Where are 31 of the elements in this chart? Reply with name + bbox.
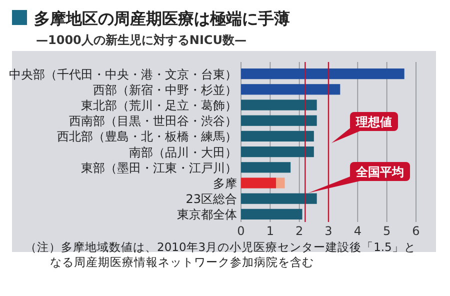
text: （注）多摩地域数値は、2010年3月の小児医療センター建設後「1.5」となる周産期医療情報ネットワーク参加病院を含む bbox=[25, 240, 416, 269]
y-tick-label: 23区総合 bbox=[186, 192, 237, 206]
chart-title: 多摩地区の周産期医療は極端に手薄 bbox=[34, 9, 290, 28]
y-tick-label: 多摩 bbox=[213, 176, 237, 190]
bar bbox=[241, 162, 291, 173]
bar bbox=[241, 208, 302, 220]
bar bbox=[241, 68, 404, 80]
y-tick-label: 中央部（千代田・中央・港・文京・台東） bbox=[9, 67, 237, 82]
x-tick-label: 4 bbox=[354, 224, 362, 238]
ref-line-label: 理想値 bbox=[355, 115, 392, 129]
bar bbox=[241, 100, 317, 110]
y-tick-label: 西部（新宿・中野・杉並） bbox=[93, 82, 237, 97]
x-tick-label: 3 bbox=[324, 224, 332, 238]
y-tick-label: 東京都全体 bbox=[177, 208, 237, 222]
ref-line-label: 全国平均 bbox=[355, 165, 404, 179]
y-tick-label: 西南部（目黒・世田谷・渋谷） bbox=[69, 114, 237, 128]
bar bbox=[241, 146, 314, 158]
text: —1000人の新生児に対するNICU数— bbox=[36, 33, 246, 47]
y-tick-label: 東部（墨田・江東・江戸川） bbox=[81, 160, 237, 175]
x-tick-label: 0 bbox=[237, 224, 245, 238]
x-tick-label: 5 bbox=[383, 224, 391, 238]
y-tick-label: 東北部（荒川・足立・葛飾） bbox=[81, 98, 237, 112]
bar bbox=[241, 84, 340, 95]
bar bbox=[241, 193, 317, 204]
bar bbox=[241, 115, 317, 126]
bar bbox=[241, 130, 314, 142]
x-tick-label: 1 bbox=[266, 224, 274, 238]
y-tick-label: 南部（品川・大田） bbox=[129, 145, 237, 160]
y-tick-label: 西北部（豊島・北・板橋・練馬） bbox=[57, 130, 237, 144]
x-tick-label: 2 bbox=[296, 224, 304, 238]
x-tick-label: 6 bbox=[412, 224, 420, 238]
